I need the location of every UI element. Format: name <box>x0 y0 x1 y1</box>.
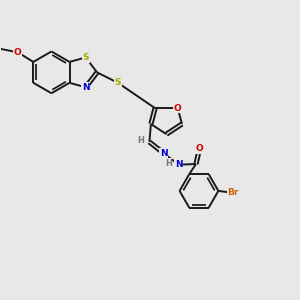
Text: O: O <box>174 104 182 113</box>
Text: H: H <box>165 159 172 168</box>
Text: H: H <box>137 136 144 145</box>
Text: S: S <box>115 78 121 87</box>
Text: N: N <box>82 83 89 92</box>
Text: S: S <box>82 53 89 62</box>
Text: Br: Br <box>228 188 239 197</box>
Text: O: O <box>14 48 22 57</box>
Text: O: O <box>196 144 203 153</box>
Text: N: N <box>175 160 182 169</box>
Text: N: N <box>160 149 167 158</box>
